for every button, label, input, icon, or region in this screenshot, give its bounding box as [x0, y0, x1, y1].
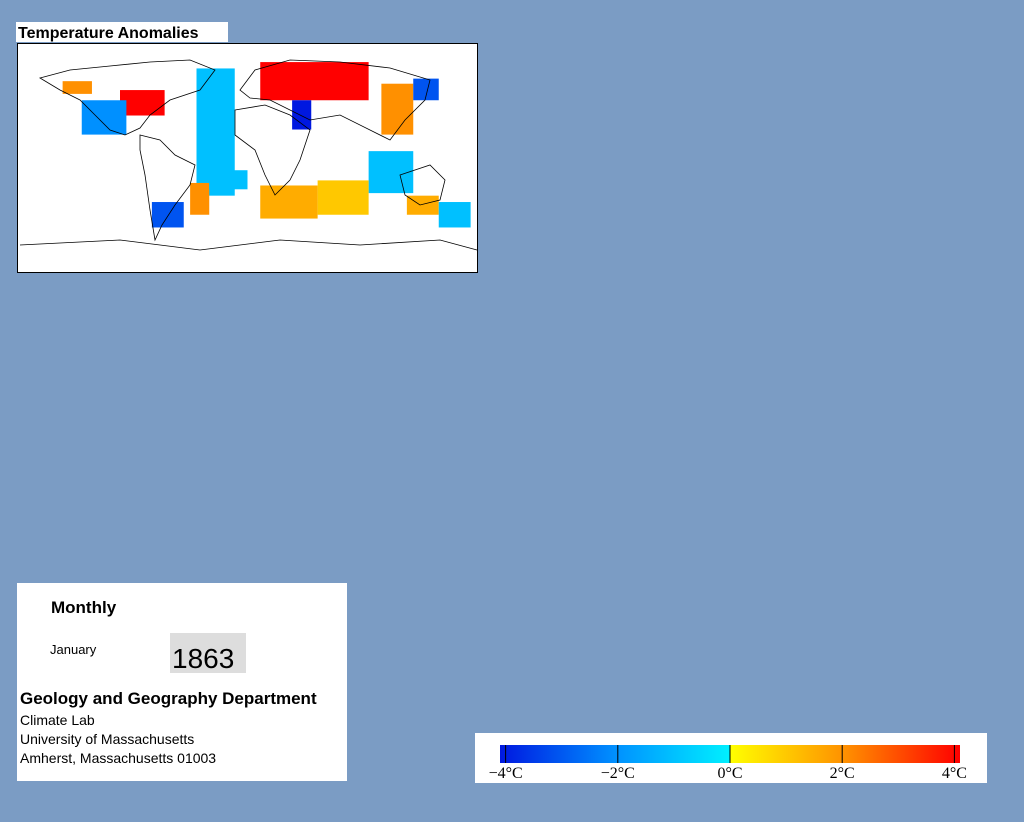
- anomaly-cell: [317, 180, 369, 215]
- colorbar-tick-label: −2°C: [601, 765, 635, 782]
- anomaly-cell: [120, 90, 165, 116]
- anomaly-cell: [292, 100, 312, 130]
- anomaly-cell: [260, 62, 369, 101]
- coastlines: [19, 59, 478, 251]
- anomaly-cell: [413, 78, 439, 101]
- period: Monthly: [51, 598, 117, 617]
- year-bg: [170, 633, 246, 673]
- info-line: Amherst, Massachusetts 01003: [20, 750, 216, 766]
- info-line: Climate Lab: [20, 712, 95, 728]
- month: January: [50, 642, 97, 657]
- colorbar-tick-label: 4°C: [942, 765, 967, 782]
- year: 1863: [172, 643, 234, 674]
- anomaly-cell: [151, 202, 184, 228]
- info-line: University of Massachusetts: [20, 731, 194, 747]
- anomaly-cell: [406, 195, 439, 215]
- map-title: Temperature Anomalies: [18, 25, 199, 42]
- anomaly-cell: [62, 81, 92, 94]
- anomaly-cell: [209, 170, 248, 190]
- colorbar-tick-label: 0°C: [717, 765, 742, 782]
- anomaly-cell: [368, 151, 414, 194]
- anomaly-cell: [260, 185, 318, 219]
- colorbar-ticks: −4°C −2°C 0°C 2°C 4°C: [489, 745, 967, 782]
- anomaly-cell: [190, 182, 210, 215]
- anomaly-cell: [81, 100, 127, 135]
- colorbar-tick-label: −4°C: [489, 765, 523, 782]
- colorbar-tick-label: 2°C: [830, 765, 855, 782]
- info-panel: [17, 583, 347, 781]
- title-bg: [16, 22, 228, 42]
- department: Geology and Geography Department: [20, 689, 317, 708]
- anomaly-cells: [62, 62, 471, 228]
- anomaly-cell: [438, 202, 471, 228]
- anomaly-cell: [381, 83, 414, 135]
